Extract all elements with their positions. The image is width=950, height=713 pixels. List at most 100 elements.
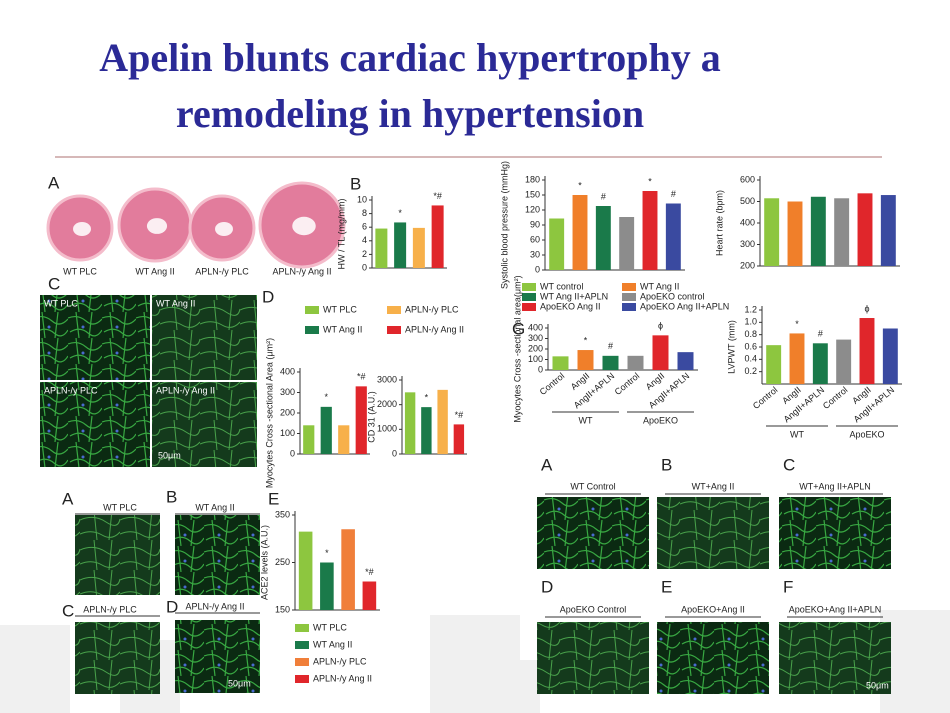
micrograph-label: APLN-/y PLC [83, 604, 137, 614]
bar-annotation: * [648, 176, 652, 186]
bar [362, 581, 377, 610]
bar-annotation: * [578, 180, 582, 190]
y-tick-label: 1.2 [744, 304, 757, 314]
bar-annotation: # [671, 189, 676, 199]
legend-label: ApoEKO Ang II+APLN [640, 301, 729, 311]
bar [577, 350, 594, 370]
panel-letter: B [166, 487, 177, 506]
group-label: WT [579, 415, 593, 425]
y-tick-label: 500 [740, 196, 755, 206]
bar [412, 227, 425, 268]
y-tick-label: 600 [740, 174, 755, 184]
bar-annotation: # [601, 191, 606, 201]
panel-letter: E [268, 489, 279, 508]
legend-label: WT Ang II [640, 281, 679, 291]
micrograph [152, 382, 257, 467]
bar-annotation: # [608, 341, 613, 351]
bar [764, 198, 780, 266]
bar-annotation: * [325, 548, 329, 558]
y-tick-label: 200 [740, 260, 755, 270]
legend-swatch [305, 326, 319, 334]
micrograph [537, 622, 649, 694]
heart-lumen [73, 221, 91, 237]
bar-annotation: * [324, 392, 328, 402]
micrograph [175, 515, 260, 595]
bar [303, 425, 315, 454]
micrograph-label: WT PLC [103, 502, 137, 512]
bar [572, 195, 588, 270]
x-tick-label: Control [821, 385, 850, 411]
micrograph-label: ApoEKO+Ang II [681, 604, 745, 614]
y-tick-label: 200 [280, 407, 295, 417]
bar [619, 217, 635, 270]
title-line: remodeling in hypertension [176, 91, 644, 136]
bar [834, 198, 850, 266]
y-tick-label: 0.2 [744, 366, 757, 376]
panel-letter: F [783, 577, 793, 596]
y-tick-label: 1.0 [744, 317, 757, 327]
legend-swatch [622, 293, 636, 301]
panel-letter: C [783, 455, 795, 474]
y-tick-label: 10 [357, 194, 367, 204]
panel-letter: D [262, 287, 274, 306]
bar [341, 529, 355, 610]
micrograph-label: WT+Ang II [692, 481, 735, 491]
y-axis-label: HW / TL (mg/mm) [336, 199, 346, 270]
y-axis-label: Systolic blood pressure (mmHg) [499, 161, 509, 289]
y-tick-label: 400 [280, 366, 295, 376]
micrograph [175, 620, 260, 693]
x-tick-label: Control [751, 385, 780, 411]
y-axis-label: Myocytes Cross -sectional area(μm²) [512, 275, 522, 422]
heart-label: APLN-/y Ang II [272, 266, 331, 276]
bar-annotation: *# [357, 372, 366, 382]
y-tick-label: 0.6 [744, 341, 757, 351]
bar [298, 531, 313, 610]
bar [375, 228, 388, 268]
bar-annotation: *# [455, 410, 464, 420]
y-tick-label: 100 [280, 428, 295, 438]
legend-label: WT PLC [313, 622, 347, 632]
bar [677, 352, 694, 370]
micrograph-label: ApoEKO+Ang II+APLN [789, 604, 882, 614]
bar [642, 191, 658, 270]
bar [880, 195, 896, 266]
y-tick-label: 250 [275, 557, 290, 567]
scale-label: 50μm [158, 450, 181, 460]
bar [355, 386, 367, 454]
heart-lumen [146, 218, 168, 234]
y-tick-label: 0 [392, 448, 397, 458]
micrograph-label: WT Ang II [195, 502, 234, 512]
y-tick-label: 6 [362, 222, 367, 232]
y-tick-label: 200 [528, 343, 543, 353]
panel-letter: C [62, 601, 74, 620]
bar [549, 218, 565, 270]
micrograph [779, 497, 891, 569]
bar [766, 345, 782, 384]
legend-swatch [387, 326, 401, 334]
y-tick-label: 0 [290, 448, 295, 458]
micrograph [152, 295, 257, 380]
micrograph-label: APLN-/y Ang II [185, 601, 244, 611]
y-tick-label: 100 [528, 354, 543, 364]
y-axis-label: LVPWT (mm) [726, 320, 736, 374]
bar-annotation: *# [365, 567, 374, 577]
bar [859, 318, 875, 384]
legend-label: WT PLC [323, 304, 357, 314]
micrograph [40, 295, 150, 380]
legend-label: APLN-/y PLC [405, 304, 459, 314]
x-tick-label: Control [613, 371, 642, 397]
panel-letter: G [512, 319, 525, 338]
y-tick-label: 4 [362, 235, 367, 245]
legend-swatch [387, 306, 401, 314]
y-tick-label: 120 [525, 204, 540, 214]
legend-label: APLN-/y PLC [313, 656, 367, 666]
heart-label: APLN-/y PLC [195, 266, 249, 276]
bar-annotation: # [818, 329, 823, 339]
bar [431, 205, 444, 268]
panel-letter: E [661, 577, 672, 596]
legend-label: WT Ang II [313, 639, 352, 649]
bar [338, 425, 350, 454]
panel-letter: A [541, 455, 553, 474]
micrograph [779, 622, 891, 694]
